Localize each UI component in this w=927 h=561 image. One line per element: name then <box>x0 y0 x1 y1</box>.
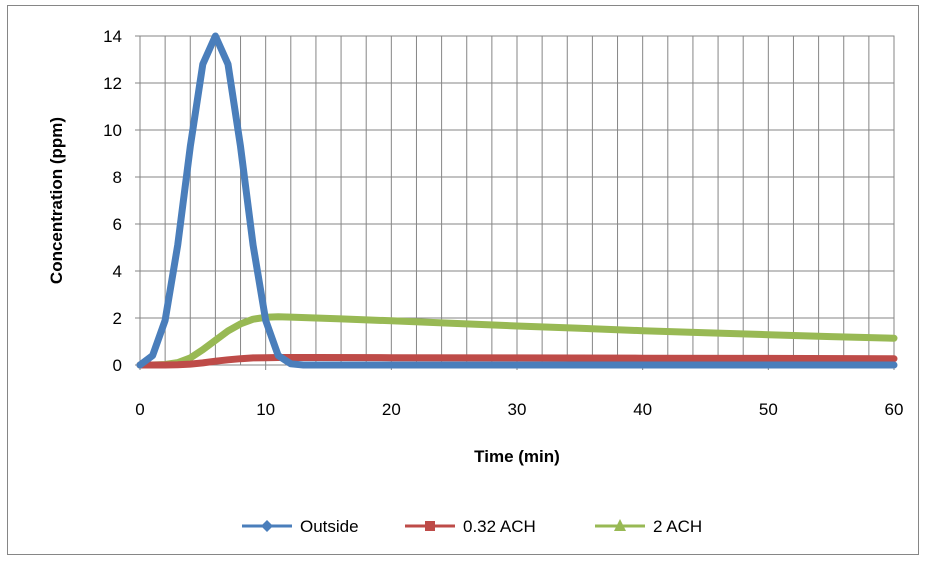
x-axis-ticks: 0 10 20 30 40 50 60 <box>135 365 903 419</box>
y-tick-label: 14 <box>103 27 122 46</box>
legend-label-1: Outside <box>300 517 359 536</box>
legend-marker-3 <box>614 519 626 531</box>
x-tick-label: 10 <box>256 400 275 419</box>
y-axis-ticks: 0 2 4 6 8 10 12 14 <box>103 27 140 375</box>
x-tick-label: 60 <box>885 400 904 419</box>
y-tick-label: 6 <box>113 215 122 234</box>
legend-label-2: 0.32 ACH <box>463 517 536 536</box>
grid <box>140 36 894 365</box>
x-tick-label: 20 <box>382 400 401 419</box>
series-lines <box>136 32 898 369</box>
chart-frame <box>7 5 919 555</box>
x-tick-label: 30 <box>508 400 527 419</box>
series-line-2 <box>136 354 898 369</box>
legend: Outside 0.32 ACH 2 ACH <box>242 517 702 536</box>
x-tick-label: 50 <box>759 400 778 419</box>
legend-marker-1 <box>261 520 273 532</box>
legend-label-3: 2 ACH <box>653 517 702 536</box>
series-line-3 <box>136 313 898 369</box>
x-tick-label: 0 <box>135 400 144 419</box>
y-axis-title: Concentration (ppm) <box>47 117 66 284</box>
legend-marker-2 <box>425 521 435 531</box>
y-tick-label: 10 <box>103 121 122 140</box>
y-tick-label: 0 <box>113 356 122 375</box>
x-tick-label: 40 <box>633 400 652 419</box>
y-tick-label: 4 <box>113 262 122 281</box>
y-tick-label: 12 <box>103 74 122 93</box>
y-tick-label: 8 <box>113 168 122 187</box>
x-axis-title: Time (min) <box>474 447 560 466</box>
series-line-1 <box>136 32 898 369</box>
y-tick-label: 2 <box>113 309 122 328</box>
